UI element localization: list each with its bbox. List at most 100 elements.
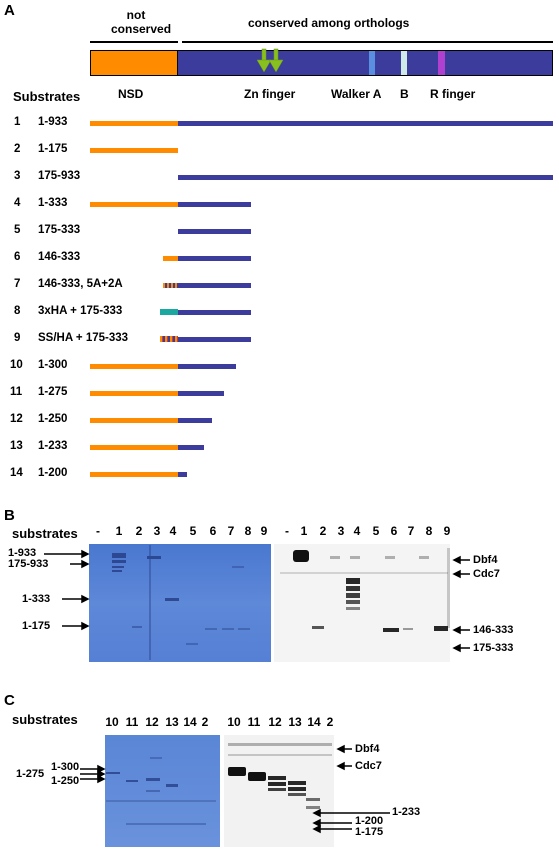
marker-label: 175-333 <box>473 642 514 654</box>
conserved-domain-box <box>177 50 553 76</box>
marker-label: 1-175 <box>22 620 51 632</box>
lane-label: 5 <box>189 524 197 538</box>
substrate-name: 1-250 <box>38 413 68 425</box>
lane-label: 2 <box>135 524 143 538</box>
substrate-number: 3 <box>14 170 21 182</box>
lane-label: 1 <box>115 524 123 538</box>
substrate-bar-conserved <box>178 391 224 396</box>
substrate-bar-conserved <box>178 175 553 180</box>
lane-label: 1 <box>300 524 308 538</box>
substrate-name: 1-275 <box>38 386 68 398</box>
marker-label: 1-200 <box>355 815 384 827</box>
substrate-name: 1-200 <box>38 467 68 479</box>
lane-label: 8 <box>244 524 252 538</box>
substrate-number: 6 <box>14 251 21 263</box>
substrate-bar-conserved <box>178 202 251 207</box>
zn-arrow-2-head <box>268 59 284 73</box>
lane-label: 10 <box>227 715 241 729</box>
substrate-bar-nsd <box>90 445 178 450</box>
lane-label: 4 <box>169 524 177 538</box>
marker-label: 1-233 <box>392 806 421 818</box>
marker-label: 1-250 <box>51 775 80 787</box>
lane-label: 9 <box>443 524 451 538</box>
lane-label: 4 <box>353 524 361 538</box>
walker-a-motif <box>369 51 375 75</box>
substrate-number: 14 <box>10 467 23 479</box>
coomassie-gel-c <box>105 735 220 847</box>
panel-a-letter: A <box>4 2 15 19</box>
substrate-number: 13 <box>10 440 23 452</box>
marker-label: 175-933 <box>8 558 49 570</box>
not-conserved-line2: conserved <box>111 22 172 36</box>
marker-label: 1-933 <box>8 547 37 559</box>
substrate-number: 9 <box>14 332 21 344</box>
lane-label: 8 <box>425 524 433 538</box>
substrate-number: 5 <box>14 224 21 236</box>
substrate-bar-mutant <box>163 283 178 288</box>
panel-b-substrates-label: substrates <box>12 526 78 541</box>
substrate-bar-nsd <box>90 148 178 153</box>
b-label: B <box>400 87 409 101</box>
substrate-bar-nsd <box>90 472 178 477</box>
b-motif <box>401 51 407 75</box>
r-finger-label: R finger <box>430 87 476 101</box>
substrate-name: 1-933 <box>38 116 68 128</box>
not-conserved-line1: not <box>126 8 146 22</box>
lane-label: 11 <box>247 715 261 729</box>
substrate-name: 1-333 <box>38 197 68 209</box>
substrate-bar-conserved <box>178 283 251 288</box>
lane-label: 3 <box>153 524 161 538</box>
lane-label: - <box>96 524 100 538</box>
lane-label: 12 <box>268 715 282 729</box>
autoradiograph-b <box>274 544 450 662</box>
substrate-name: 1-233 <box>38 440 68 452</box>
lane-label: 5 <box>372 524 380 538</box>
substrate-bar-nsd <box>90 391 178 396</box>
marker-label: 1-175 <box>355 826 384 838</box>
lane-label: 2 <box>319 524 327 538</box>
lane-label: - <box>285 524 289 538</box>
marker-label: Cdc7 <box>355 760 382 772</box>
marker-label: Dbf4 <box>473 554 498 566</box>
lane-label: 14 <box>307 715 321 729</box>
marker-label: Dbf4 <box>355 743 380 755</box>
substrate-name: 175-333 <box>38 224 81 236</box>
substrate-bar-conserved <box>178 229 251 234</box>
zn-finger-label: Zn finger <box>244 87 296 101</box>
substrate-bar-conserved <box>178 364 236 369</box>
substrate-bar-conserved <box>178 310 251 315</box>
substrate-number: 4 <box>14 197 21 209</box>
panel-b-letter: B <box>4 507 15 524</box>
substrate-number: 10 <box>10 359 23 371</box>
panel-c-substrates-label: substrates <box>12 712 78 727</box>
substrate-number: 2 <box>14 143 21 155</box>
not-conserved-bracket <box>90 41 178 43</box>
substrate-bar-conserved <box>178 445 204 450</box>
r-finger-motif <box>438 51 445 75</box>
coomassie-gel-b <box>89 544 271 662</box>
zn-arrow-1-head <box>256 59 272 73</box>
substrate-name: 146-333, 5A+2A <box>38 278 123 290</box>
substrate-bar-nsd <box>90 364 178 369</box>
substrate-name: 175-933 <box>38 170 81 182</box>
substrate-number: 1 <box>14 116 21 128</box>
marker-label: Cdc7 <box>473 568 500 580</box>
substrate-number: 8 <box>14 305 21 317</box>
lane-label: 14 <box>183 715 197 729</box>
substrate-name: 1-175 <box>38 143 68 155</box>
lane-label: 12 <box>145 715 159 729</box>
substrate-number: 11 <box>10 386 23 398</box>
substrate-bar-conserved <box>178 472 187 477</box>
substrate-bar-nsd <box>90 418 178 423</box>
lane-label: 7 <box>407 524 415 538</box>
lane-label: 10 <box>105 715 119 729</box>
conserved-label: conserved among orthologs <box>248 16 410 30</box>
substrate-bar-conserved <box>178 337 251 342</box>
lane-label: 6 <box>390 524 398 538</box>
walker-a-label: Walker A <box>331 87 382 101</box>
substrate-bar-tag <box>160 309 178 315</box>
substrate-bar-conserved <box>178 256 251 261</box>
substrate-name: 146-333 <box>38 251 81 263</box>
